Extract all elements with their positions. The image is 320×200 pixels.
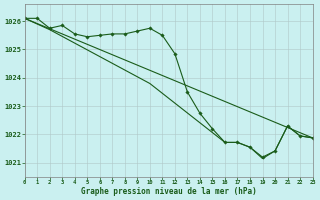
X-axis label: Graphe pression niveau de la mer (hPa): Graphe pression niveau de la mer (hPa) bbox=[81, 187, 257, 196]
